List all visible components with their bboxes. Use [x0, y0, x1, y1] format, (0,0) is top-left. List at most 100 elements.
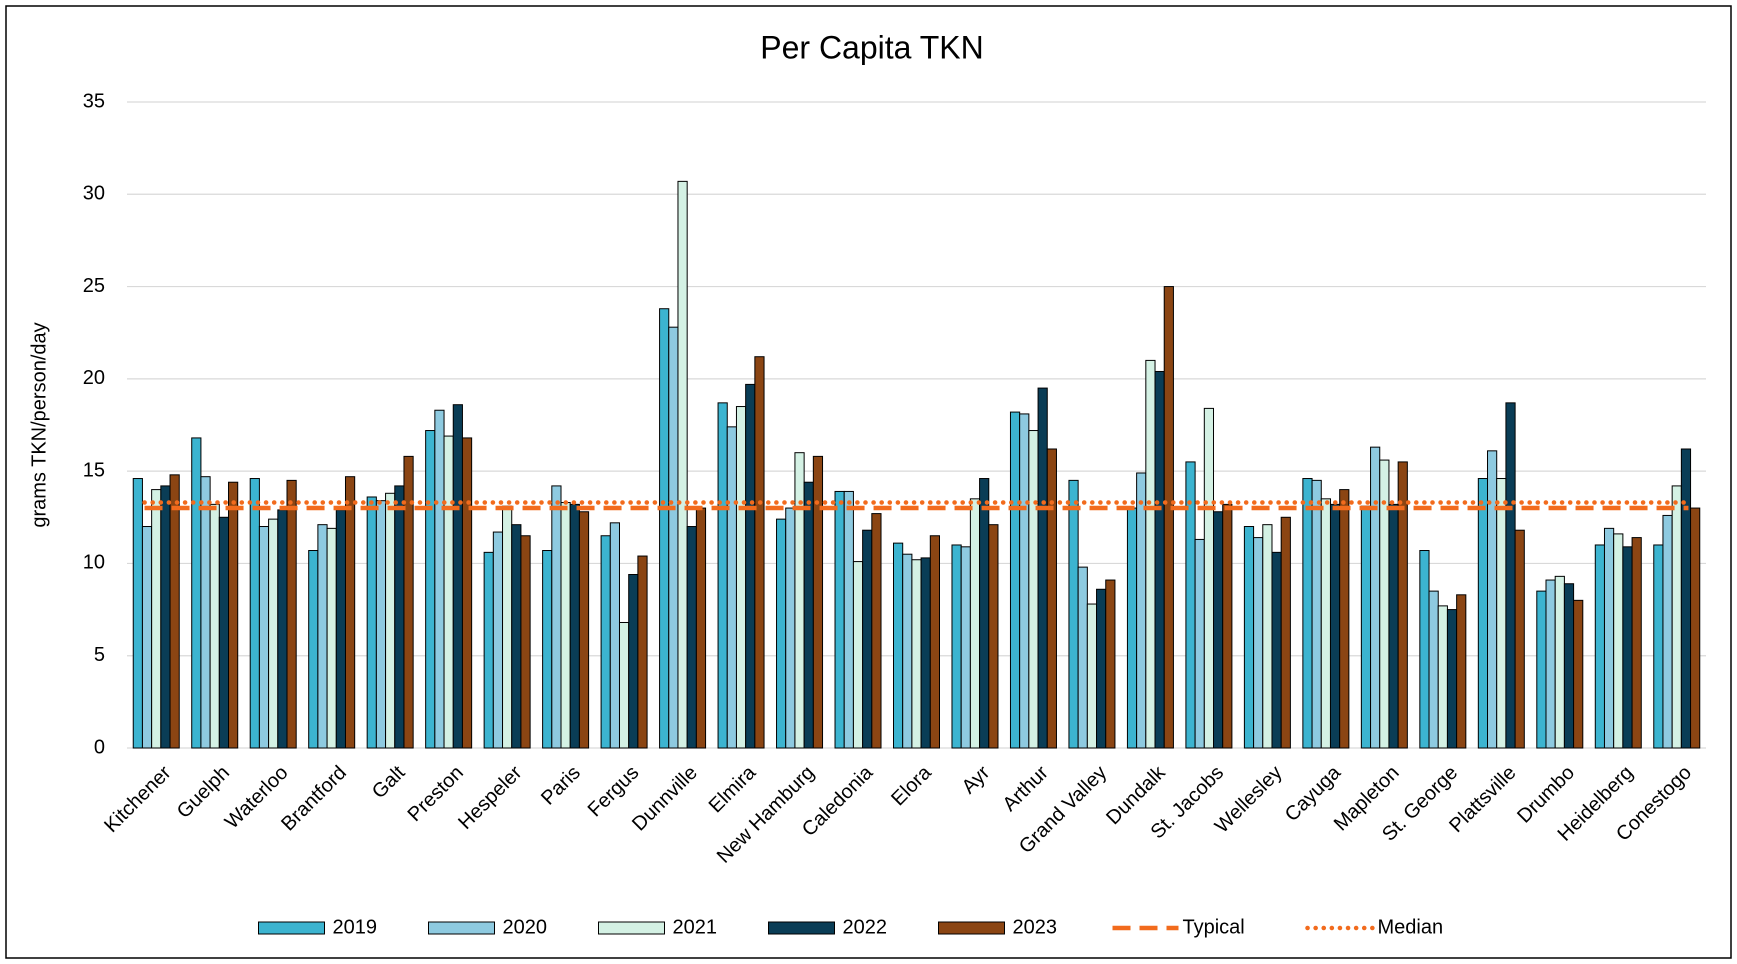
- legend-swatch: [598, 921, 665, 935]
- y-tick-label: 35: [83, 90, 105, 112]
- bar: [1037, 387, 1048, 749]
- bar: [492, 531, 504, 749]
- y-tick-label: 0: [94, 736, 105, 758]
- bar: [960, 546, 971, 749]
- bar: [600, 535, 611, 749]
- bar: [1388, 503, 1399, 749]
- bar: [1594, 544, 1605, 749]
- bar: [502, 505, 513, 749]
- bar: [1154, 370, 1165, 749]
- legend-swatch: [428, 921, 495, 935]
- bar: [1613, 533, 1624, 749]
- bar: [1428, 590, 1439, 749]
- bar: [169, 474, 180, 749]
- bar: [843, 490, 854, 749]
- bar: [1028, 430, 1039, 749]
- bar: [1690, 507, 1701, 749]
- bar: [551, 485, 562, 749]
- bar: [862, 529, 873, 749]
- bar: [1077, 566, 1088, 749]
- bar: [1096, 588, 1107, 749]
- y-tick-label: 5: [94, 644, 105, 666]
- bar: [443, 435, 454, 749]
- bar: [1446, 609, 1458, 749]
- legend-label: 2020: [503, 916, 548, 938]
- bar: [326, 527, 337, 749]
- bar: [1370, 446, 1381, 749]
- bar: [1631, 537, 1642, 749]
- bar: [794, 452, 805, 749]
- bar: [1671, 485, 1682, 749]
- bar: [1194, 538, 1205, 749]
- bar: [803, 481, 814, 749]
- bar: [834, 490, 845, 749]
- bar: [951, 544, 962, 749]
- bar: [228, 481, 239, 749]
- bar: [132, 478, 143, 749]
- bar: [1680, 448, 1692, 749]
- bar: [754, 356, 765, 749]
- bar: [988, 524, 999, 749]
- bar: [1105, 579, 1116, 749]
- bar: [1271, 551, 1282, 749]
- y-tick-label: 15: [83, 459, 105, 481]
- bar: [1456, 594, 1467, 749]
- bar: [1320, 498, 1331, 749]
- bar: [1185, 461, 1196, 749]
- bar: [1222, 503, 1233, 749]
- bar: [1419, 550, 1430, 749]
- bar: [434, 409, 445, 749]
- y-tick-label: 30: [83, 183, 105, 205]
- bar: [1603, 527, 1615, 749]
- bar: [1496, 478, 1507, 749]
- bar: [200, 476, 211, 749]
- bar: [375, 500, 387, 749]
- bar: [1136, 472, 1147, 749]
- bar: [686, 526, 697, 749]
- bar: [483, 551, 494, 749]
- bar: [1009, 411, 1021, 749]
- bar: [1563, 583, 1575, 749]
- bar: [618, 621, 630, 749]
- legend-swatch: [258, 921, 325, 935]
- bar: [452, 404, 463, 749]
- bar: [852, 561, 864, 749]
- bar: [1653, 544, 1664, 749]
- legend-label: 2019: [333, 916, 378, 938]
- bar: [1203, 407, 1215, 749]
- bar: [578, 511, 590, 749]
- bar: [141, 526, 153, 749]
- bar: [151, 489, 162, 749]
- bar: [1280, 516, 1291, 749]
- bar: [403, 455, 414, 749]
- y-axis-label: grams TKN/person/day: [28, 322, 50, 527]
- bar: [1163, 286, 1174, 749]
- bar: [1360, 505, 1372, 749]
- bar: [209, 503, 220, 749]
- bar: [911, 559, 922, 749]
- bar: [871, 513, 882, 749]
- bar: [308, 550, 319, 749]
- bar: [268, 518, 279, 749]
- bar: [717, 402, 728, 749]
- legend-swatch: [938, 921, 1005, 935]
- bar: [425, 430, 436, 749]
- legend-label: Median: [1378, 916, 1444, 938]
- bar: [1477, 478, 1489, 749]
- bar: [1505, 402, 1516, 749]
- chart-title: Per Capita TKN: [760, 29, 984, 65]
- bar: [1339, 489, 1350, 749]
- bar: [1545, 579, 1556, 749]
- bar: [1068, 479, 1079, 749]
- bar: [609, 522, 620, 749]
- bar: [344, 476, 356, 749]
- bar: [1253, 537, 1264, 749]
- bar: [726, 426, 737, 749]
- bar: [218, 516, 230, 749]
- bar: [659, 308, 670, 749]
- bar: [1302, 478, 1313, 749]
- bar: [812, 455, 824, 749]
- bar: [542, 550, 553, 749]
